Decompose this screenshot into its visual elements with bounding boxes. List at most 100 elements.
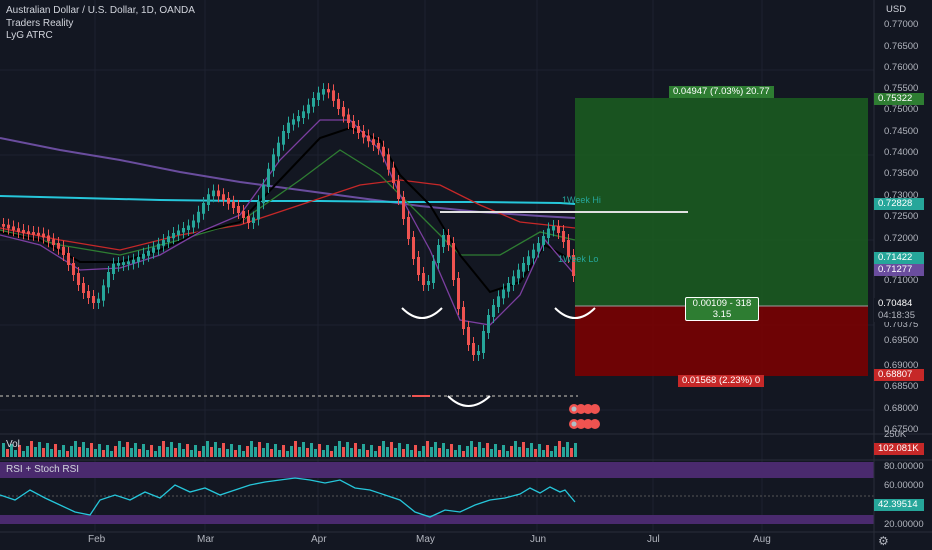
volume-bar (514, 441, 517, 457)
price-axis-label: 0.74000 (884, 147, 919, 158)
volume-bar (182, 449, 185, 457)
price-axis-label: 0.75000 (884, 104, 919, 115)
target-zone[interactable] (575, 98, 868, 306)
price-axis-label: 0.75500 (884, 83, 919, 94)
volume-bar (170, 442, 173, 457)
candle-body (27, 231, 30, 235)
volume-pane-label[interactable]: Vol (6, 439, 20, 450)
ma-price-tag-a: 0.71422 (874, 252, 924, 264)
event-markers[interactable] (569, 404, 600, 429)
candle-body (467, 327, 470, 345)
volume-bar (454, 450, 457, 457)
stop-label[interactable]: 0.01568 (2.23%) 0 (678, 375, 765, 387)
volume-bar (198, 451, 201, 457)
ma-red-line (0, 179, 576, 251)
candle-body (17, 228, 20, 232)
volume-bar (530, 443, 533, 457)
volume-bar (506, 451, 509, 457)
volume-bar (186, 444, 189, 457)
volume-bar (158, 446, 161, 457)
volume-bar (502, 445, 505, 457)
candle-body (572, 255, 575, 276)
settings-gear-icon[interactable]: ⚙ (878, 534, 889, 548)
candle-body (47, 235, 50, 242)
rsi-pane-label[interactable]: RSI + Stoch RSI (6, 464, 80, 475)
volume-bar (314, 449, 317, 457)
candle-body (537, 243, 540, 252)
candle-body (87, 291, 90, 298)
volume-bar (218, 448, 221, 457)
volume-bar (450, 444, 453, 457)
price-axis-label: 0.74500 (884, 126, 919, 137)
volume-bar (354, 443, 357, 457)
volume-bar (294, 441, 297, 457)
price-axis-label: 0.69500 (884, 335, 919, 346)
candle-body (417, 257, 420, 275)
target-label[interactable]: 0.04947 (7.03%) 20.77 (669, 86, 774, 98)
volume-bar (342, 447, 345, 457)
volume-bar (430, 447, 433, 457)
candle-body (252, 217, 255, 223)
candle-body (552, 226, 555, 231)
volume-bar (274, 444, 277, 457)
candle-body (2, 224, 5, 227)
indicator-traders-reality[interactable]: Traders Reality (6, 17, 74, 29)
volume-bar (78, 447, 81, 457)
rsi-upper-band (0, 462, 874, 478)
candle-body (277, 142, 280, 157)
candle-body (282, 131, 285, 145)
entry-label[interactable]: 0.00109 - 318 3.15 (685, 297, 759, 321)
week-hi-label: 1Week Hi (562, 195, 601, 205)
volume-bar (174, 448, 177, 457)
candle-body (347, 114, 350, 123)
candle-body (517, 269, 520, 279)
candlesticks (2, 83, 575, 361)
candle-body (97, 298, 100, 303)
volume-bar (538, 444, 541, 457)
candle-body (162, 240, 165, 246)
volume-bar (518, 447, 521, 457)
volume-bar (370, 445, 373, 457)
right-shoulder-arc (554, 307, 596, 319)
volume-bar (310, 443, 313, 457)
rsi-tick-60: 60.00000 (884, 480, 924, 491)
candle-body (272, 154, 275, 171)
volume-bar (434, 442, 437, 457)
candle-body (432, 261, 435, 283)
candle-body (337, 98, 340, 109)
price-axis-label: 0.73000 (884, 190, 919, 201)
symbol-title[interactable]: Australian Dollar / U.S. Dollar, 1D, OAN… (6, 5, 195, 16)
volume-bar (42, 448, 45, 457)
time-label-mar: Mar (197, 534, 215, 545)
entry-label-line-1: 0.00109 - 318 (692, 298, 752, 309)
volume-bar (298, 447, 301, 457)
volume-bar (542, 450, 545, 457)
candle-body (367, 135, 370, 142)
price-axis-label: 0.69000 (884, 360, 919, 371)
candle-body (67, 253, 70, 265)
candle-body (182, 228, 185, 233)
ma-price-tag-b: 0.71277 (874, 264, 924, 276)
volume-bar (82, 442, 85, 457)
ma-green-line (0, 149, 576, 256)
candle-body (72, 263, 75, 275)
candle-body (507, 283, 510, 292)
candle-body (192, 220, 195, 228)
volume-bar (138, 449, 141, 457)
volume-bar (534, 449, 537, 457)
volume-bar (14, 450, 17, 457)
volume-bar (50, 449, 53, 457)
volume-bar (522, 442, 525, 457)
chart-legend[interactable]: Australian Dollar / U.S. Dollar, 1D, OAN… (6, 5, 195, 43)
indicator-lyg-atrc[interactable]: LyG ATRC (6, 30, 53, 41)
volume-bar (126, 442, 129, 457)
volume-bar (270, 449, 273, 457)
candle-body (197, 211, 200, 223)
candle-body (422, 273, 425, 285)
candle-body (22, 229, 25, 234)
price-axis-label: 0.71000 (884, 275, 919, 286)
candle-body (177, 230, 180, 235)
volume-bar (338, 441, 341, 457)
candle-body (262, 185, 265, 204)
